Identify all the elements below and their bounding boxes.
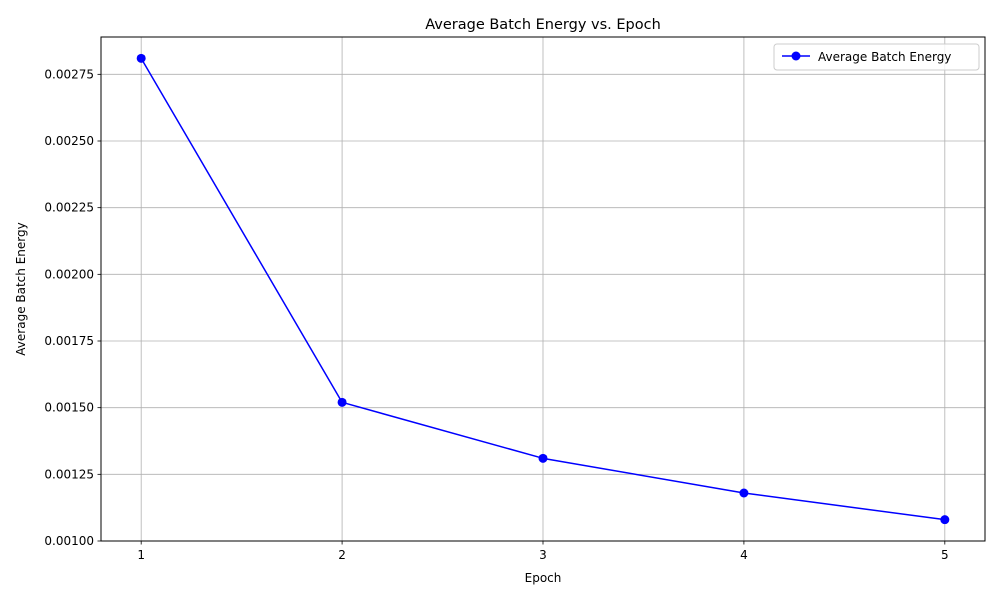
y-axis-label: Average Batch Energy	[14, 222, 28, 355]
y-axis: 0.00100 0.00125 0.00150 0.00175 0.00200 0.002…	[44, 67, 101, 548]
y-tick-label: 0.00250	[44, 134, 94, 148]
chart-title: Average Batch Energy vs. Epoch	[425, 17, 661, 33]
x-axis-label: Epoch	[525, 571, 562, 585]
y-tick-label: 0.00200	[44, 267, 94, 281]
legend-label: Average Batch Energy	[818, 50, 951, 64]
x-tick-label: 5	[941, 548, 949, 562]
legend-marker-sample	[791, 51, 801, 61]
data-point	[739, 488, 749, 498]
x-tick-label: 2	[338, 548, 346, 562]
y-tick-label: 0.00275	[44, 67, 94, 81]
data-point	[538, 453, 548, 463]
data-point	[940, 515, 950, 525]
y-tick-label: 0.00175	[44, 334, 94, 348]
x-tick-label: 4	[740, 548, 748, 562]
y-tick-label: 0.00225	[44, 201, 94, 215]
legend: Average Batch Energy	[773, 43, 980, 71]
legend-box	[773, 43, 980, 71]
y-tick-label: 0.00150	[44, 401, 94, 415]
x-tick-label: 1	[137, 548, 145, 562]
x-tick-label: 3	[539, 548, 547, 562]
x-axis: 1 2 3 4 5	[137, 541, 949, 562]
y-tick-label: 0.00125	[44, 467, 94, 481]
y-tick-label: 0.00100	[44, 534, 94, 548]
data-point	[337, 397, 347, 407]
series-layer	[136, 53, 950, 525]
data-point	[136, 53, 146, 63]
